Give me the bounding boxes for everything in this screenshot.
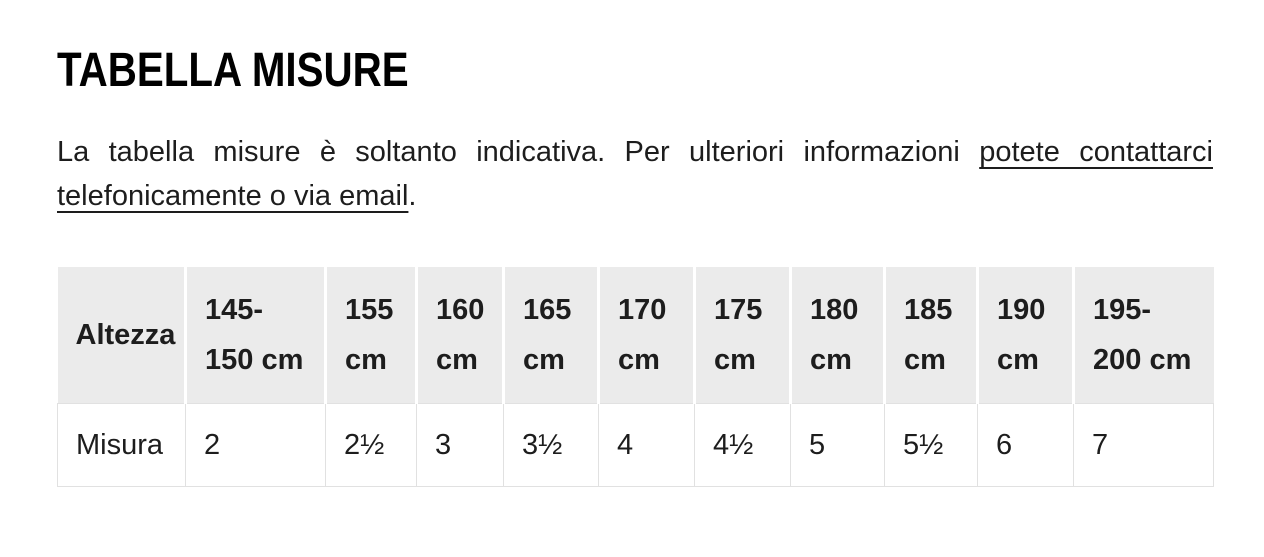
size-cell: 5½ bbox=[884, 403, 978, 487]
size-cell: 6 bbox=[977, 403, 1074, 487]
header-cell-170cm: 170 cm bbox=[598, 267, 696, 404]
size-table: Altezza 145-150 cm 155 cm 160 cm 165 cm … bbox=[57, 267, 1214, 487]
size-cell: 2 bbox=[185, 403, 326, 487]
contact-link[interactable]: potete contattarci telefonicamente o via… bbox=[57, 136, 1213, 212]
header-cell-195-200cm: 195-200 cm bbox=[1073, 267, 1214, 404]
size-guide-section: TABELLA MISURE La tabella misure è solta… bbox=[57, 0, 1214, 487]
page-title: TABELLA MISURE bbox=[57, 44, 409, 97]
header-cell-185cm: 185 cm bbox=[884, 267, 979, 404]
row-label-misura: Misura bbox=[57, 403, 186, 487]
size-cell: 4½ bbox=[694, 403, 791, 487]
header-cell-160cm: 160 cm bbox=[416, 267, 505, 404]
header-cell-190cm: 190 cm bbox=[977, 267, 1075, 404]
header-cell-155cm: 155 cm bbox=[325, 267, 418, 404]
size-cell: 2½ bbox=[325, 403, 417, 487]
size-cell: 3½ bbox=[503, 403, 599, 487]
size-cell: 7 bbox=[1073, 403, 1214, 487]
intro-text-after-link: . bbox=[408, 180, 417, 212]
intro-paragraph: La tabella misure è soltanto indicativa.… bbox=[57, 130, 1213, 218]
header-cell-175cm: 175 cm bbox=[694, 267, 792, 404]
size-cell: 3 bbox=[416, 403, 504, 487]
size-cell: 4 bbox=[598, 403, 695, 487]
size-cell: 5 bbox=[790, 403, 885, 487]
intro-text-before-link: La tabella misure è soltanto indicativa.… bbox=[57, 136, 980, 168]
size-table-header-row: Altezza 145-150 cm 155 cm 160 cm 165 cm … bbox=[57, 267, 1214, 404]
header-cell-145-150cm: 145-150 cm bbox=[185, 267, 327, 404]
header-cell-altezza: Altezza bbox=[57, 267, 187, 404]
size-table-row-misura: Misura 2 2½ 3 3½ 4 4½ 5 5½ 6 7 bbox=[57, 403, 1214, 487]
header-cell-165cm: 165 cm bbox=[503, 267, 600, 404]
header-cell-180cm: 180 cm bbox=[790, 267, 886, 404]
